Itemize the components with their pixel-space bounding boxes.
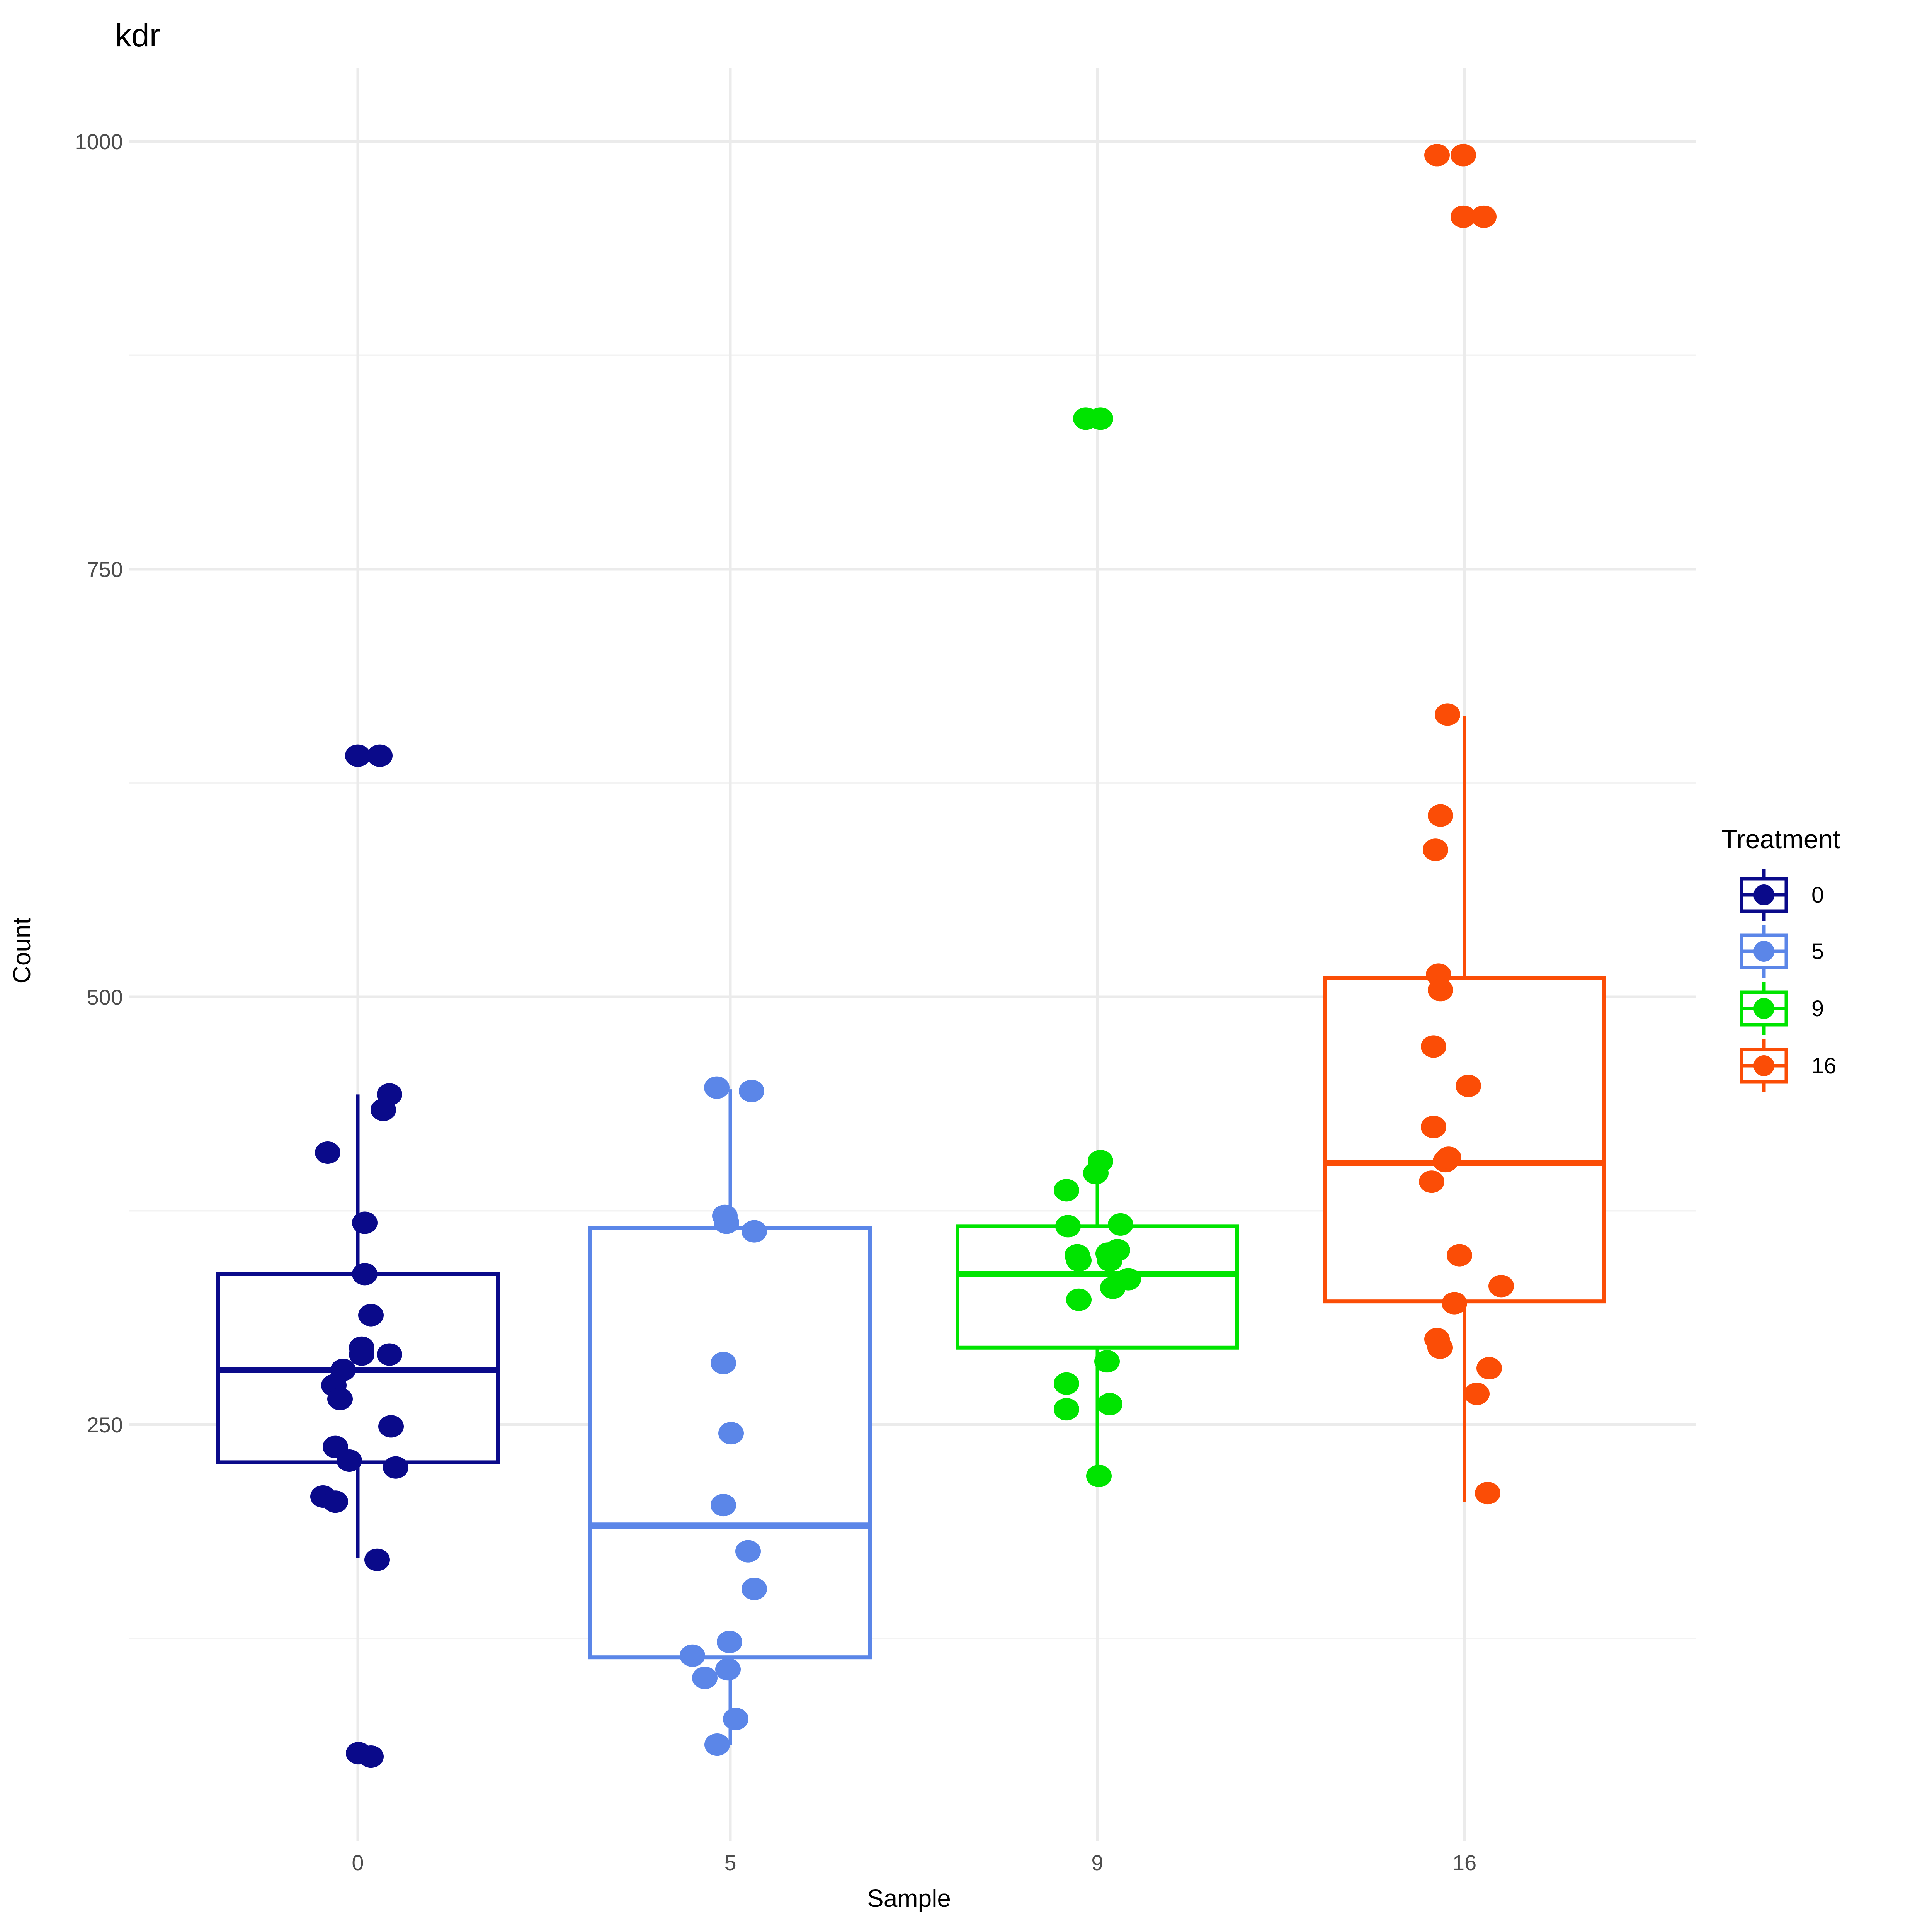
jitter-point [1094,1350,1120,1373]
jitter-point [1427,1336,1453,1359]
legend-item-0: 0 [1740,869,1824,921]
jitter-point [1097,1393,1122,1415]
jitter-point [1054,1179,1079,1202]
jitter-point [711,1494,736,1517]
jitter-point [1088,407,1113,430]
jitter-point [692,1667,718,1689]
jitter-point [1471,205,1497,228]
legend-item-16: 16 [1740,1039,1837,1092]
jitter-point [358,1304,384,1327]
jitter-point [1054,1398,1079,1421]
jitter-point [1442,1292,1467,1315]
x-tick-label: 0 [352,1850,364,1875]
y-tick-label: 250 [87,1413,123,1437]
jitter-point [1419,1170,1444,1193]
jitter-point [1066,1249,1092,1272]
boxplot-group-0 [216,744,500,1768]
jitter-point [1086,1464,1112,1487]
jitter-point [1488,1275,1514,1298]
jitter-point [1436,1146,1461,1169]
y-tick-label: 1000 [75,129,123,154]
boxplot-group-5 [588,1076,872,1756]
jitter-point [1428,979,1453,1002]
legend-key-dot [1753,941,1774,962]
jitter-point [383,1456,408,1479]
jitter-point [1451,205,1476,228]
jitter-point [371,1099,396,1121]
jitter-point [352,1263,378,1286]
legend-key-dot [1753,884,1774,905]
jitter-point [735,1540,761,1563]
legend-label: 0 [1811,883,1824,908]
jitter-point [718,1422,744,1445]
jitter-point [1054,1372,1079,1395]
jitter-point [327,1388,353,1410]
jitter-point [1424,144,1450,167]
x-tick-label: 16 [1452,1850,1476,1875]
axis-title-y: Count [8,917,36,983]
jitter-point [364,1548,390,1571]
jitter-point [1421,1116,1446,1138]
jitter-point [711,1352,736,1374]
jitter-point [378,1415,404,1438]
legend-label: 9 [1811,996,1824,1021]
jitter-point [680,1644,705,1667]
legend-title: Treatment [1721,825,1840,854]
jitter-point [358,1745,384,1768]
jitter-point [1097,1249,1122,1272]
jitter-point [1083,1162,1109,1185]
jitter-point [377,1343,402,1366]
jitter-point [742,1220,767,1243]
jitter-point [345,744,371,767]
jitter-point [739,1080,764,1102]
legend-key-dot [1753,1055,1774,1076]
legend-item-9: 9 [1740,982,1824,1035]
jitter-point [717,1631,742,1653]
jitter-point [1100,1276,1126,1299]
legend-item-5: 5 [1740,925,1824,978]
legend: Treatment 0 5 9 16 [1721,825,1840,1092]
jitter-point [349,1343,374,1366]
jitter-point [1451,144,1476,167]
jitter-point [323,1490,348,1513]
jitter-point [723,1708,748,1730]
jitter-point [704,1733,730,1756]
jitter-point [704,1076,730,1099]
jitter-point [352,1211,378,1234]
jitter-point [1423,838,1448,861]
jitter-point [1421,1035,1446,1058]
jitter-point [715,1658,741,1681]
legend-label: 5 [1811,939,1824,964]
jitter-point [315,1141,340,1164]
jitter-point [1066,1288,1092,1311]
x-tick-label: 5 [724,1850,736,1875]
legend-key-dot [1753,998,1774,1019]
box-iqr [956,1224,1239,1350]
jitter-point [1108,1213,1133,1236]
jitter-point [1428,804,1453,827]
jitter-point [1475,1482,1500,1505]
jitter-point [742,1578,767,1600]
jitter-point [1435,703,1460,726]
jitter-point [1456,1075,1481,1097]
y-tick-label: 750 [87,557,123,582]
axis-title-x: Sample [867,1884,951,1912]
jitter-point [1464,1383,1490,1405]
boxplot-group-16 [1323,144,1606,1505]
jitter-point [367,744,393,767]
x-tick-label: 9 [1091,1850,1103,1875]
jitter-point [1476,1357,1502,1379]
jitter-point [1447,1244,1472,1267]
jitter-point [714,1211,739,1234]
legend-label: 16 [1811,1053,1837,1078]
y-tick-label: 500 [87,985,123,1009]
chart-title: kdr [115,17,160,53]
jitter-point [337,1449,362,1472]
boxplot-group-9 [956,407,1239,1487]
jitter-point [1055,1215,1081,1238]
